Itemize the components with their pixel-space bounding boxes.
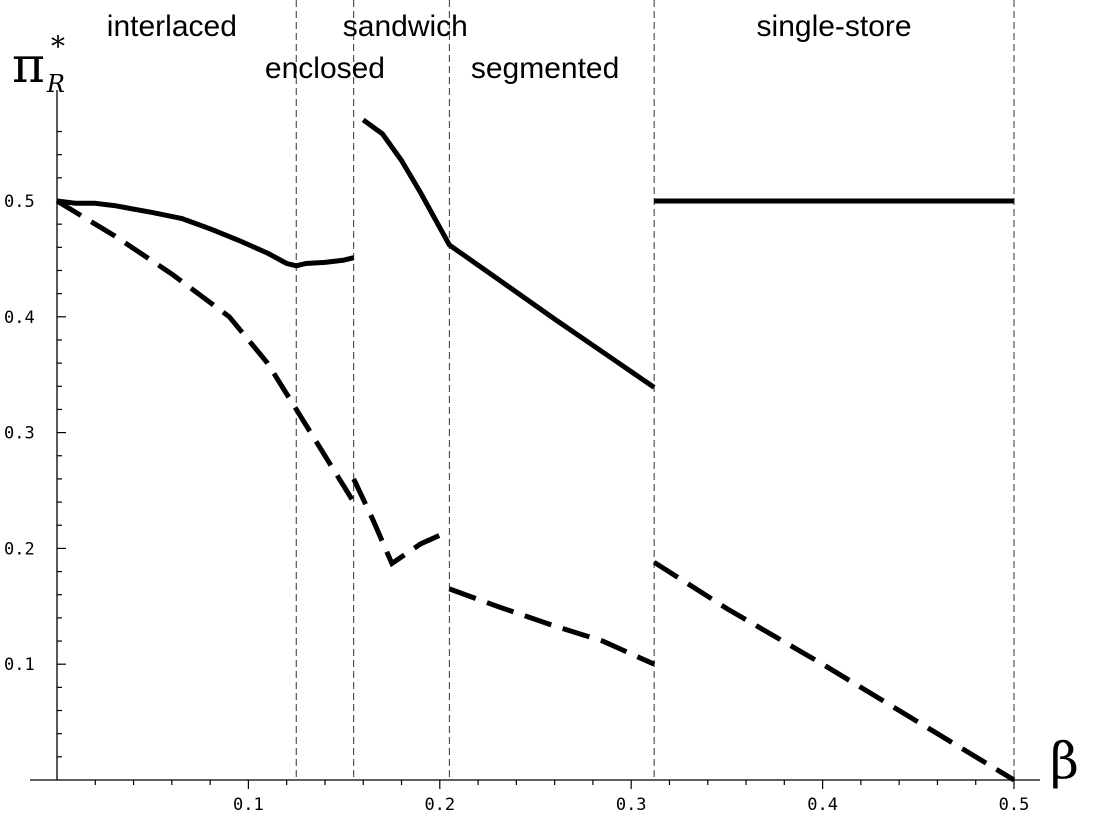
region-boundaries bbox=[295, 0, 1015, 780]
y-tick-label: 0.5 bbox=[4, 192, 35, 212]
region-label-segmented: segmented bbox=[471, 52, 619, 85]
y-tick-label: 0.4 bbox=[4, 308, 35, 328]
region-label-enclosed: enclosed bbox=[265, 52, 385, 85]
axes bbox=[30, 90, 1040, 781]
solid-curve-segment-0 bbox=[56, 198, 355, 269]
dashed-curve-segment-1 bbox=[351, 477, 451, 568]
y-tick-label: 0.1 bbox=[4, 655, 35, 675]
y-tick-label: 0.2 bbox=[4, 539, 35, 559]
x-axis-label: β bbox=[1050, 732, 1079, 790]
x-tick-label: 0.5 bbox=[999, 795, 1030, 815]
region-label-single-store: single-store bbox=[757, 10, 912, 43]
x-tick-label: 0.2 bbox=[424, 795, 455, 815]
region-label-sandwich: sandwich bbox=[343, 10, 468, 43]
region-label-interlaced: interlaced bbox=[107, 10, 237, 43]
x-tick-label: 0.4 bbox=[807, 795, 838, 815]
x-tick-label: 0.3 bbox=[616, 795, 647, 815]
dashed-curve-segment-2 bbox=[448, 586, 656, 667]
dashed-curve-segment-0 bbox=[55, 198, 356, 504]
x-tick-label: 0.1 bbox=[233, 795, 264, 815]
series-layer bbox=[55, 117, 1016, 783]
y-axis-label: πR* bbox=[12, 30, 65, 98]
tick-marks: 0.1 0.2 0.3 0.4 0.5 0.1 0.2 0.3 0.4 0.5 bbox=[4, 130, 1030, 815]
dashed-curve-segment-3 bbox=[652, 560, 1016, 783]
solid-curve-segment-1 bbox=[361, 117, 656, 390]
y-tick-label: 0.3 bbox=[4, 424, 35, 444]
